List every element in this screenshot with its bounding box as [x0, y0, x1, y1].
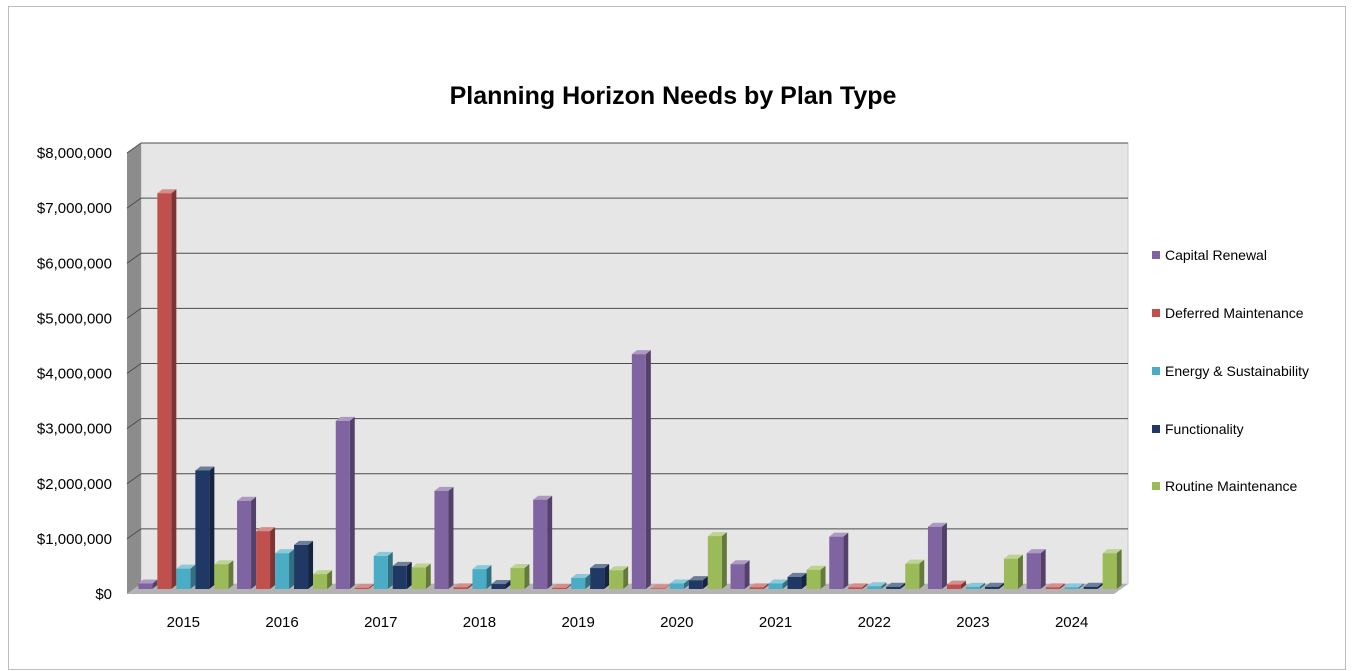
bar: [392, 561, 412, 589]
x-tick-label: 2015: [167, 614, 200, 631]
bar: [829, 532, 849, 589]
bar: [294, 540, 314, 589]
gridline-side: [126, 418, 142, 430]
bar: [787, 572, 807, 589]
plot-walls: [127, 142, 1129, 594]
bar: [1026, 549, 1046, 589]
y-tick-label: $1,000,000: [37, 531, 112, 548]
bar: [848, 583, 868, 589]
y-axis-ticks: $0 $1,000,000 $2,000,000 $3,000,000 $4,000,0…: [37, 145, 112, 603]
x-tick-label: 2016: [265, 614, 298, 631]
bar: [946, 580, 966, 589]
bar: [571, 573, 591, 589]
bar: [984, 582, 1004, 589]
bars: [138, 189, 1122, 589]
bar: [453, 583, 473, 589]
x-tick-label: 2021: [759, 614, 792, 631]
bar: [1083, 582, 1103, 589]
chart-title: Planning Horizon Needs by Plan Type: [450, 82, 897, 110]
bar: [214, 560, 234, 589]
legend-swatch: [1152, 425, 1160, 433]
bar: [749, 583, 769, 589]
x-tick-label: 2020: [660, 614, 693, 631]
bar: [631, 350, 651, 589]
legend-label: Energy & Sustainability: [1165, 363, 1309, 379]
bar: [965, 582, 985, 589]
legend: Capital Renewal Deferred Maintenance Energ…: [1152, 247, 1309, 494]
gridline-side: [126, 197, 142, 209]
legend-swatch: [1152, 309, 1160, 317]
gridline-side: [126, 528, 142, 540]
bar: [256, 527, 276, 589]
bar: [434, 486, 454, 589]
legend-item: Routine Maintenance: [1152, 478, 1298, 494]
bar: [905, 559, 925, 589]
gridline-side: [126, 307, 142, 319]
bar: [552, 583, 572, 589]
bar: [335, 416, 355, 589]
bar: [1045, 583, 1065, 589]
legend-label: Capital Renewal: [1165, 247, 1267, 263]
bar: [354, 583, 374, 589]
gridline-side: [126, 473, 142, 485]
x-tick-label: 2018: [463, 614, 496, 631]
legend-item: Capital Renewal: [1152, 247, 1267, 263]
y-tick-label: $2,000,000: [37, 476, 112, 493]
x-tick-label: 2022: [858, 614, 891, 631]
y-tick-label: $4,000,000: [37, 366, 112, 383]
legend-label: Functionality: [1165, 421, 1244, 437]
bar: [313, 570, 333, 589]
x-tick-label: 2017: [364, 614, 397, 631]
x-axis-ticks: 2015 2016 2017 2018 2019 2020 2021 2022 2023 2024: [167, 614, 1089, 631]
bar: [768, 579, 788, 589]
gridline-side: [126, 363, 142, 374]
bar: [730, 560, 750, 589]
bar: [195, 466, 215, 589]
bar: [927, 522, 947, 589]
legend-swatch: [1152, 482, 1160, 490]
bar: [491, 580, 511, 589]
bar: [867, 582, 887, 589]
bar: [138, 579, 158, 589]
bar: [237, 496, 257, 589]
y-tick-label: $8,000,000: [37, 145, 112, 162]
bar: [533, 495, 553, 589]
bar: [886, 582, 906, 589]
bar: [590, 564, 610, 589]
legend-swatch: [1152, 251, 1160, 259]
y-tick-label: $6,000,000: [37, 255, 112, 272]
legend-swatch: [1152, 367, 1160, 375]
legend-label: Routine Maintenance: [1165, 478, 1298, 494]
bar: [411, 563, 431, 589]
bar: [1064, 583, 1084, 589]
y-tick-label: $3,000,000: [37, 421, 112, 438]
y-tick-label: $5,000,000: [37, 310, 112, 327]
x-tick-label: 2023: [956, 614, 989, 631]
bar: [157, 189, 177, 589]
bar: [275, 549, 295, 589]
y-tick-label: $7,000,000: [37, 200, 112, 217]
y-tick-label: $0: [95, 586, 112, 603]
bar: [472, 565, 492, 589]
x-tick-label: 2019: [561, 614, 594, 631]
legend-item: Functionality: [1152, 421, 1244, 437]
bar: [806, 565, 826, 589]
gridline-side: [126, 252, 142, 264]
bar: [650, 584, 670, 589]
bar: [176, 564, 196, 589]
bar: [373, 551, 393, 589]
legend-item: Energy & Sustainability: [1152, 363, 1309, 379]
bar: [669, 579, 689, 589]
bar: [1102, 549, 1122, 589]
bar: [707, 532, 727, 589]
legend-label: Deferred Maintenance: [1165, 305, 1304, 321]
bar: [510, 564, 530, 589]
bar: [609, 566, 629, 589]
gridline-side: [126, 142, 142, 154]
legend-item: Deferred Maintenance: [1152, 305, 1304, 321]
bar: [1003, 554, 1023, 589]
bar: [688, 576, 708, 589]
x-tick-label: 2024: [1055, 614, 1088, 631]
